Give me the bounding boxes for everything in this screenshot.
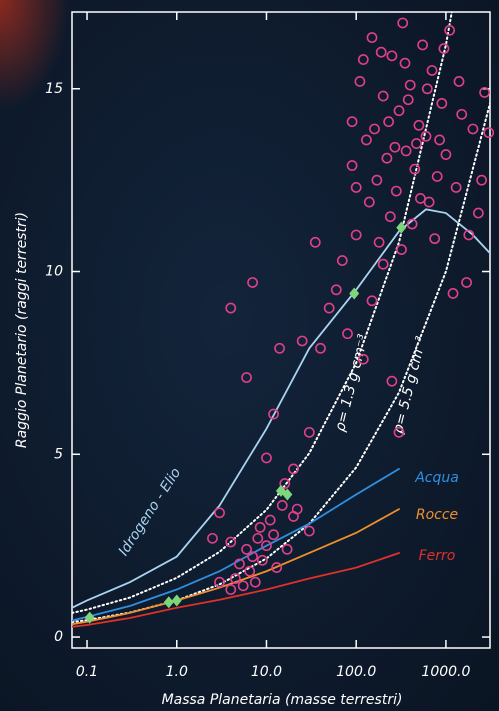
x-tick-label: 100.0 — [336, 664, 376, 680]
x-tick-label: 1.0 — [166, 664, 188, 680]
chart: Raggio Planetario (raggi terrestri) Mass… — [0, 0, 499, 711]
x-axis-title: Massa Planetaria (masse terrestri) — [162, 692, 403, 708]
y-tick-label: 15 — [45, 81, 63, 97]
curve-label: Acqua — [414, 470, 459, 486]
curve-label: Rocce — [416, 507, 458, 523]
x-tick-label: 0.1 — [76, 664, 98, 680]
y-tick-label: 0 — [54, 629, 63, 645]
y-tick-label: 10 — [45, 264, 63, 280]
x-tick-label: 1000.0 — [421, 664, 470, 680]
y-tick-label: 5 — [54, 446, 63, 462]
y-axis-title: Raggio Planetario (raggi terrestri) — [14, 212, 30, 448]
curve-label: Ferro — [419, 548, 456, 564]
x-tick-label: 10.0 — [251, 664, 282, 680]
